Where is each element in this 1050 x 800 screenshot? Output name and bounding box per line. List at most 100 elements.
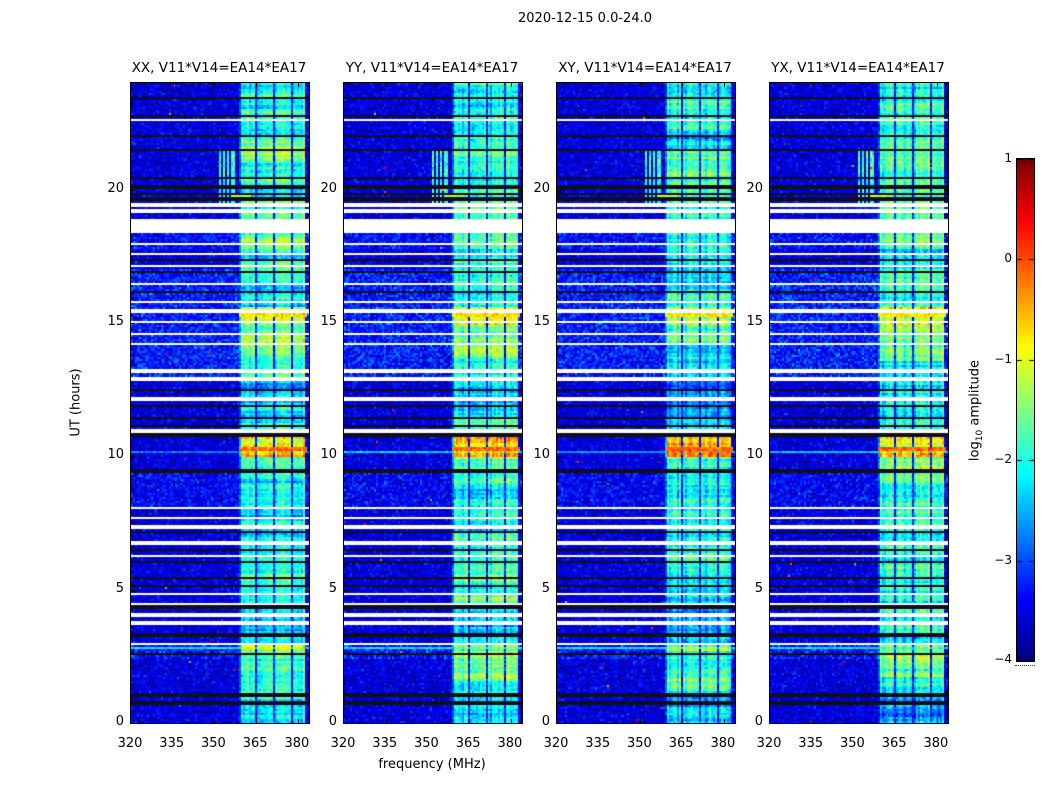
colorbar-label-post: amplitude — [967, 359, 983, 430]
y-tick-mark — [518, 189, 522, 191]
y-tick-mark — [770, 189, 774, 191]
x-axis-tick-label: 350 — [627, 736, 652, 751]
x-tick-mark — [682, 719, 684, 723]
colorbar-canvas — [1017, 159, 1034, 661]
y-axis-tick-label: 15 — [320, 314, 337, 329]
x-axis-tick-label: 335 — [585, 736, 611, 751]
x-tick-mark — [853, 719, 855, 723]
x-tick-mark — [936, 83, 938, 87]
y-tick-mark — [557, 323, 561, 324]
x-tick-mark — [297, 83, 299, 87]
x-tick-mark — [427, 83, 429, 87]
x-axis-tick-label: 320 — [756, 736, 782, 751]
y-tick-mark — [731, 456, 735, 458]
x-tick-mark — [214, 83, 216, 87]
x-axis-tick-label: 335 — [159, 736, 185, 751]
x-axis-tick-label: 335 — [798, 736, 824, 751]
x-tick-mark — [682, 83, 684, 87]
y-tick-mark — [344, 456, 348, 458]
y-tick-mark — [518, 589, 522, 591]
y-tick-mark — [770, 323, 774, 324]
x-tick-mark — [598, 719, 600, 723]
panel-title-yx: YX, V11*V14=EA14*EA17 — [771, 60, 945, 76]
y-tick-mark — [305, 589, 309, 591]
y-axis-tick-label: 0 — [754, 714, 763, 729]
colorbar-tick-label: −4 — [994, 652, 1012, 666]
y-tick-mark — [557, 189, 561, 191]
y-axis-tick-label: 5 — [115, 580, 124, 596]
y-axis-tick-label: 15 — [107, 314, 124, 329]
x-tick-mark — [895, 719, 897, 723]
x-tick-mark — [598, 83, 600, 87]
y-tick-mark — [131, 189, 135, 191]
x-axis-tick-label: 320 — [543, 736, 569, 751]
x-axis-tick-label: 350 — [201, 736, 226, 751]
y-axis-tick-label: 10 — [746, 447, 763, 463]
y-tick-mark — [557, 456, 561, 458]
x-axis-tick-label: 380 — [497, 736, 523, 751]
x-tick-mark — [811, 83, 813, 87]
x-tick-mark — [640, 719, 642, 723]
y-axis-tick-label: 10 — [320, 447, 337, 463]
y-tick-mark — [944, 456, 948, 458]
figure-title: 2020-12-15 0.0-24.0 — [518, 11, 652, 26]
x-tick-mark — [427, 719, 429, 723]
y-tick-mark — [770, 456, 774, 458]
y-tick-mark — [305, 189, 309, 191]
x-tick-mark — [510, 719, 512, 723]
spectrogram-canvas-xy — [557, 83, 735, 723]
x-tick-mark — [385, 719, 387, 723]
x-tick-mark — [469, 83, 471, 87]
y-axis-tick-label: 0 — [328, 714, 337, 729]
y-tick-mark — [344, 589, 348, 591]
y-axis-tick-label: 0 — [115, 714, 124, 729]
spectrogram-canvas-yx — [770, 83, 948, 723]
x-tick-mark — [385, 83, 387, 87]
x-tick-mark — [297, 719, 299, 723]
x-tick-mark — [723, 83, 725, 87]
y-axis-label: UT (hours) — [68, 368, 84, 437]
y-tick-mark — [305, 323, 309, 324]
y-tick-mark — [344, 323, 348, 324]
y-axis-tick-label: 5 — [541, 580, 550, 596]
spectrogram-canvas-yy — [344, 83, 522, 723]
y-axis-tick-label: 5 — [328, 580, 337, 596]
y-tick-mark — [344, 189, 348, 191]
x-tick-mark — [172, 719, 174, 723]
colorbar-tick-label: −2 — [994, 452, 1012, 466]
y-tick-mark — [944, 589, 948, 591]
x-tick-mark — [640, 83, 642, 87]
spectrogram-panel-yy — [343, 82, 523, 724]
y-axis-tick-label: 20 — [746, 180, 763, 196]
y-axis-tick-label: 0 — [541, 714, 550, 729]
y-tick-mark — [131, 589, 135, 591]
spectrogram-panel-xx — [130, 82, 310, 724]
y-axis-tick-label: 10 — [107, 447, 124, 463]
x-axis-tick-label: 380 — [284, 736, 310, 751]
x-axis-tick-label: 365 — [455, 736, 481, 751]
y-axis-tick-label: 5 — [754, 580, 763, 596]
y-axis-tick-label: 15 — [533, 314, 550, 329]
colorbar-extend-dots — [1015, 665, 1035, 667]
panel-title-xy: XY, V11*V14=EA14*EA17 — [558, 60, 732, 76]
x-tick-mark — [811, 719, 813, 723]
y-tick-mark — [131, 323, 135, 324]
x-tick-mark — [256, 83, 258, 87]
x-axis-tick-label: 365 — [242, 736, 268, 751]
x-tick-mark — [936, 719, 938, 723]
x-tick-mark — [172, 83, 174, 87]
colorbar-tick-label: 1 — [1004, 151, 1012, 165]
colorbar-tick-label: −3 — [994, 553, 1012, 567]
colorbar-tick-label: −1 — [994, 352, 1012, 366]
panel-title-yy: YY, V11*V14=EA14*EA17 — [345, 60, 519, 76]
x-axis-tick-label: 380 — [710, 736, 736, 751]
y-tick-mark — [731, 589, 735, 591]
y-tick-mark — [518, 456, 522, 458]
y-tick-mark — [944, 323, 948, 324]
x-tick-mark — [469, 719, 471, 723]
x-axis-tick-label: 365 — [668, 736, 694, 751]
y-tick-mark — [944, 189, 948, 191]
y-tick-mark — [305, 456, 309, 458]
y-axis-tick-label: 20 — [320, 180, 337, 196]
x-axis-label: frequency (MHz) — [378, 757, 486, 772]
